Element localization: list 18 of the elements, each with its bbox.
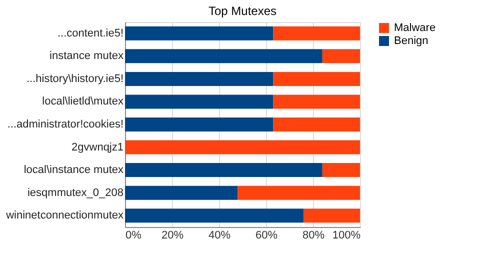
legend-label: Malware <box>394 22 436 34</box>
legend-label: Benign <box>394 35 428 47</box>
x-tick-label: 20% <box>161 230 184 242</box>
y-tick-label: wininetconnectionmutex <box>5 210 124 222</box>
x-tick-label: 40% <box>208 230 231 242</box>
chart-title: Top Mutexes <box>208 4 277 18</box>
x-tick-label: 100% <box>332 230 361 242</box>
y-tick-label: ...administrator!cookies! <box>7 118 124 130</box>
y-tick-label: instance mutex <box>50 50 124 62</box>
y-tick-label: iesqmmutex_0_208 <box>27 186 124 199</box>
x-tick-label: 80% <box>302 230 325 242</box>
y-tick-label: local\lietld\mutex <box>42 96 124 108</box>
x-tick-label: 0% <box>126 230 142 242</box>
x-tick-label: 60% <box>255 230 278 242</box>
y-tick-label: 2gvwnqjz1 <box>72 141 124 154</box>
y-tick-label: local\instance mutex <box>24 164 124 176</box>
y-tick-label: ...content.ie5! <box>57 27 124 40</box>
y-tick-label: ...history\history.ie5! <box>26 72 124 85</box>
